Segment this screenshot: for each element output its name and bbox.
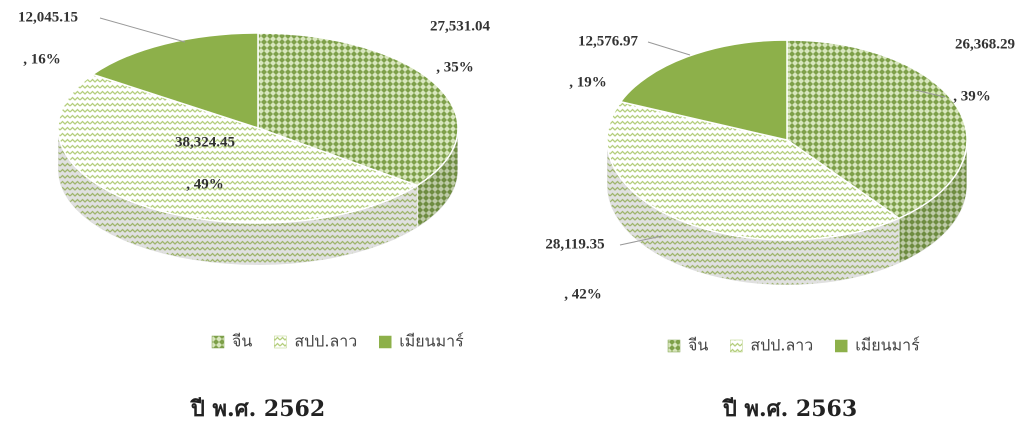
percent-label: , 42% (564, 286, 602, 302)
value-label: 27,531.04 (430, 18, 491, 34)
percent-label: , 39% (953, 88, 991, 104)
legend-swatch (667, 339, 681, 353)
chart-title: ปี พ.ศ. 2562 (190, 396, 325, 422)
leader-line (647, 41, 691, 56)
legend-swatch (379, 335, 392, 349)
value-label: 28,119.35 (545, 236, 604, 252)
legend-swatch (211, 335, 225, 349)
leader-line (99, 17, 186, 43)
leader-line (914, 89, 946, 98)
legend-label: เมียนมาร์ (855, 336, 920, 355)
percent-label: , 16% (23, 51, 61, 67)
legend-swatch (274, 335, 287, 349)
value-label: 38,324.45 (175, 134, 235, 150)
value-label: 12,576.97 (578, 33, 639, 49)
slice (257, 32, 459, 187)
slice-shade (58, 128, 418, 265)
legend-label: จีน (688, 336, 708, 355)
legend-label: เมียนมาร์ (399, 332, 464, 351)
legend-label: จีน (232, 332, 252, 351)
slice-shade (898, 140, 967, 264)
slice (91, 32, 259, 130)
legend-swatch (835, 339, 848, 353)
slice (619, 39, 788, 141)
percent-label: , 19% (569, 74, 607, 90)
slice (57, 73, 419, 224)
percent-label: , 49% (186, 176, 224, 192)
chart-title: ปี พ.ศ. 2563 (722, 396, 857, 422)
legend-label: สปป.ลาว (294, 332, 357, 351)
value-label: 12,045.15 (18, 9, 78, 25)
slice-shade (607, 140, 899, 285)
slice-shade (417, 128, 458, 228)
value-label: 26,368.29 (955, 36, 1015, 52)
leader-line (619, 235, 663, 246)
slice (606, 100, 901, 241)
legend-swatch (730, 339, 743, 353)
percent-label: , 35% (436, 59, 474, 75)
legend-label: สปป.ลาว (750, 336, 813, 355)
slice (786, 39, 968, 220)
